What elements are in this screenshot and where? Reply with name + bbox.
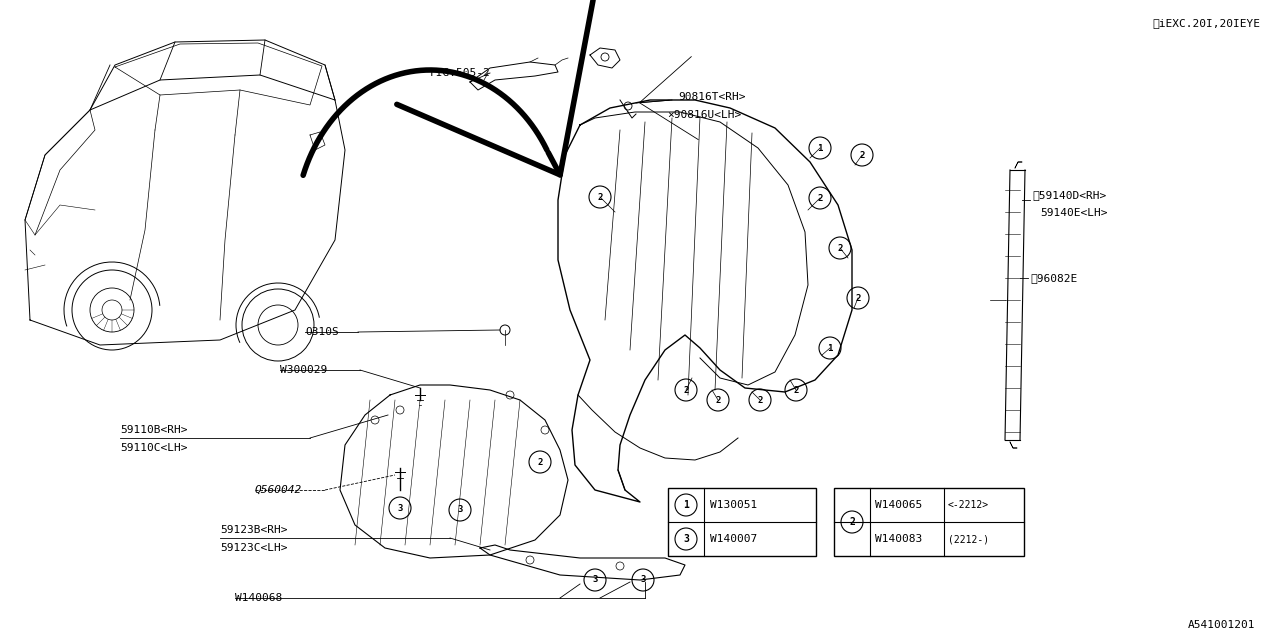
Text: 59123B<RH>: 59123B<RH> xyxy=(220,525,288,535)
Text: 2: 2 xyxy=(837,243,842,253)
Text: 2: 2 xyxy=(859,150,865,159)
Text: 3: 3 xyxy=(640,575,645,584)
Text: 2: 2 xyxy=(794,385,799,394)
Text: 3: 3 xyxy=(684,534,689,544)
Text: 59110B<RH>: 59110B<RH> xyxy=(120,425,187,435)
Text: 1: 1 xyxy=(827,344,833,353)
Text: W300029: W300029 xyxy=(280,365,328,375)
Text: 3: 3 xyxy=(397,504,403,513)
Text: W140083: W140083 xyxy=(876,534,923,544)
Text: 2: 2 xyxy=(538,458,543,467)
Text: 2: 2 xyxy=(758,396,763,404)
Text: 3: 3 xyxy=(457,506,462,515)
Text: O310S: O310S xyxy=(305,327,339,337)
Text: 1: 1 xyxy=(818,143,823,152)
Text: 59110C<LH>: 59110C<LH> xyxy=(120,443,187,453)
Text: ※iEXC.20I,20IEYE: ※iEXC.20I,20IEYE xyxy=(1152,18,1260,28)
Text: 2: 2 xyxy=(684,385,689,394)
Text: W140068: W140068 xyxy=(236,593,283,603)
Text: 2: 2 xyxy=(818,193,823,202)
Text: 1: 1 xyxy=(684,500,689,510)
Text: A541001201: A541001201 xyxy=(1188,620,1254,630)
Text: 3: 3 xyxy=(593,575,598,584)
Text: 59140E<LH>: 59140E<LH> xyxy=(1039,208,1107,218)
Text: FIG.505-2: FIG.505-2 xyxy=(430,68,490,78)
Text: <-2212>: <-2212> xyxy=(948,500,989,510)
Text: ※96082E: ※96082E xyxy=(1030,273,1078,283)
Text: Q560042: Q560042 xyxy=(255,485,302,495)
Text: 2: 2 xyxy=(849,517,855,527)
Text: W130051: W130051 xyxy=(710,500,758,510)
Text: 59123C<LH>: 59123C<LH> xyxy=(220,543,288,553)
Text: W140007: W140007 xyxy=(710,534,758,544)
Text: 2: 2 xyxy=(598,193,603,202)
Text: 2: 2 xyxy=(855,294,860,303)
Text: ※59140D<RH>: ※59140D<RH> xyxy=(1032,190,1106,200)
Text: W140065: W140065 xyxy=(876,500,923,510)
Text: (2212-): (2212-) xyxy=(948,534,989,544)
Text: 90816T<RH>: 90816T<RH> xyxy=(678,92,745,102)
Text: 2: 2 xyxy=(716,396,721,404)
Text: ×90816U<LH>: ×90816U<LH> xyxy=(667,110,741,120)
